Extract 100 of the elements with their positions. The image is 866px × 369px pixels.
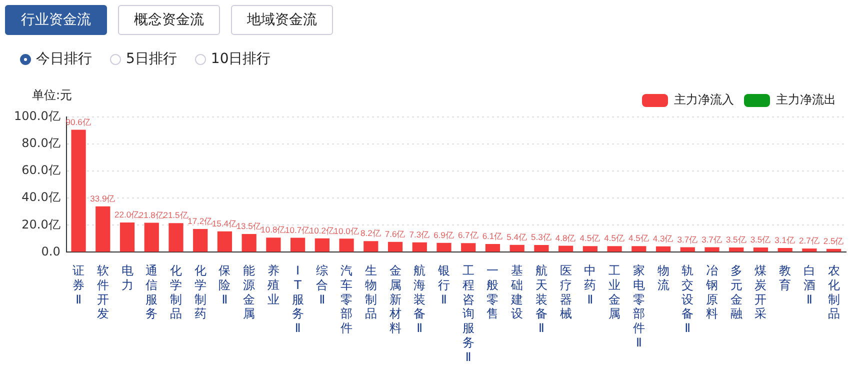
bar <box>266 238 281 252</box>
data-label: 8.2亿 <box>360 228 382 238</box>
data-label: 6.1亿 <box>482 231 504 242</box>
bar <box>96 206 110 252</box>
x-tick-label: 生物制品 <box>364 264 377 321</box>
data-label: 17.2亿 <box>188 216 214 226</box>
x-tick-label: 软件开发 <box>96 264 109 321</box>
bar <box>510 244 524 252</box>
data-label: 3.7亿 <box>677 234 698 244</box>
bar <box>704 247 720 252</box>
bar <box>339 238 354 252</box>
y-tick-label: 80.0亿 <box>22 136 60 150</box>
data-label: 13.5亿 <box>236 221 262 232</box>
data-label: 21.5亿 <box>163 210 189 220</box>
bar <box>729 247 744 252</box>
bar <box>656 246 671 252</box>
data-label: 7.6亿 <box>384 229 406 240</box>
data-label: 3.5亿 <box>750 234 772 245</box>
bar <box>534 245 549 252</box>
bar <box>632 246 646 252</box>
bar <box>558 246 574 252</box>
data-label: 4.5亿 <box>580 233 601 244</box>
bar <box>485 244 500 252</box>
bar <box>217 231 232 252</box>
bar <box>193 228 208 252</box>
data-label: 10.7亿 <box>285 224 311 235</box>
bar <box>753 247 768 252</box>
x-tick-label: 煤炭开采 <box>754 264 767 321</box>
x-tick-label: 家电零部件Ⅱ <box>632 264 645 350</box>
x-tick-label: 证券Ⅱ <box>72 264 85 306</box>
data-label: 7.3亿 <box>409 229 430 240</box>
x-tick-label: 工业金属 <box>608 264 621 321</box>
x-tick-label: 多元金融 <box>730 264 742 321</box>
data-label: 3.1亿 <box>774 235 796 246</box>
legend-label: 主力净流出 <box>776 92 836 107</box>
bar <box>436 242 452 252</box>
x-tick-label: 化学制药 <box>194 264 206 321</box>
x-tick-label: 医疗器械 <box>560 264 572 321</box>
bar <box>607 246 622 252</box>
text: 今日排行 <box>36 50 92 68</box>
bar <box>290 238 306 252</box>
data-label: 15.4亿 <box>212 218 238 228</box>
x-tick-label: 汽车零部件 <box>340 264 353 336</box>
bar <box>778 248 792 252</box>
y-tick-label: 20.0亿 <box>22 217 60 232</box>
data-label: 22.0亿 <box>114 210 140 220</box>
data-label: 3.5亿 <box>726 234 747 245</box>
x-tick-label: 冶钢原料 <box>705 264 718 321</box>
text: 5日排行 <box>126 50 177 68</box>
x-tick-label: 保险Ⅱ <box>218 264 231 306</box>
bar <box>71 130 86 252</box>
x-tick-label: 工程咨询服务Ⅱ <box>462 264 474 364</box>
data-label: 21.8亿 <box>138 210 164 220</box>
data-label: 4.5亿 <box>604 233 625 244</box>
bar <box>802 248 817 252</box>
y-tick-label: 100.0亿 <box>14 109 60 124</box>
bar <box>388 242 403 252</box>
x-tick-label: 农化制品 <box>828 264 840 321</box>
y-tick-label: 60.0亿 <box>22 163 60 178</box>
bar <box>314 238 330 252</box>
data-label: 6.9亿 <box>434 230 454 240</box>
y-tick-label: 40.0亿 <box>22 190 60 204</box>
y-tick-label: 0.0 <box>41 244 60 258</box>
data-label: 3.7亿 <box>702 234 722 244</box>
x-tick-label: 金属新材料 <box>388 264 402 336</box>
x-tick-label: IT服务Ⅱ <box>292 264 304 336</box>
x-tick-label: 基础建设 <box>510 264 524 321</box>
data-label: 2.7亿 <box>799 236 820 246</box>
data-label: 6.7亿 <box>458 230 479 240</box>
data-label: 5.3亿 <box>531 232 552 242</box>
bar <box>120 222 135 252</box>
data-label: 4.5亿 <box>628 233 650 244</box>
x-tick-label: 养殖业 <box>267 264 280 306</box>
x-tick-label: 综合Ⅱ <box>316 264 328 306</box>
bar <box>412 242 427 252</box>
x-tick-label: 银行Ⅱ <box>436 264 450 306</box>
x-tick-label: 通信服务 <box>146 264 158 321</box>
data-label: 4.8亿 <box>555 232 576 243</box>
data-label: 10.0亿 <box>334 226 360 236</box>
x-tick-label: 中药Ⅱ <box>584 264 596 306</box>
bar <box>242 234 256 252</box>
text: 行业资金流 <box>5 5 107 35</box>
x-tick-label: 能源金属 <box>243 264 256 321</box>
x-tick-label: 化学制品 <box>170 264 182 321</box>
data-label: 4.3亿 <box>652 233 674 244</box>
data-label: 5.4亿 <box>506 232 528 242</box>
x-tick-label: 白酒Ⅱ <box>803 264 816 306</box>
bar <box>582 246 598 252</box>
y-axis-title: 单位:元 <box>32 88 72 102</box>
x-tick-label: 电力 <box>121 264 134 292</box>
legend-label: 主力净流入 <box>674 92 734 107</box>
x-tick-label: 航天装备Ⅱ <box>535 264 548 336</box>
data-label: 10.2亿 <box>309 226 335 236</box>
bar <box>364 241 378 252</box>
x-tick-label: 物流 <box>657 264 670 292</box>
x-tick-label: 航海装备Ⅱ <box>414 264 426 336</box>
bar <box>168 223 184 252</box>
text: 地域资金流 <box>231 5 333 35</box>
bar <box>680 247 695 252</box>
x-tick-label: 一般零售 <box>486 264 499 321</box>
